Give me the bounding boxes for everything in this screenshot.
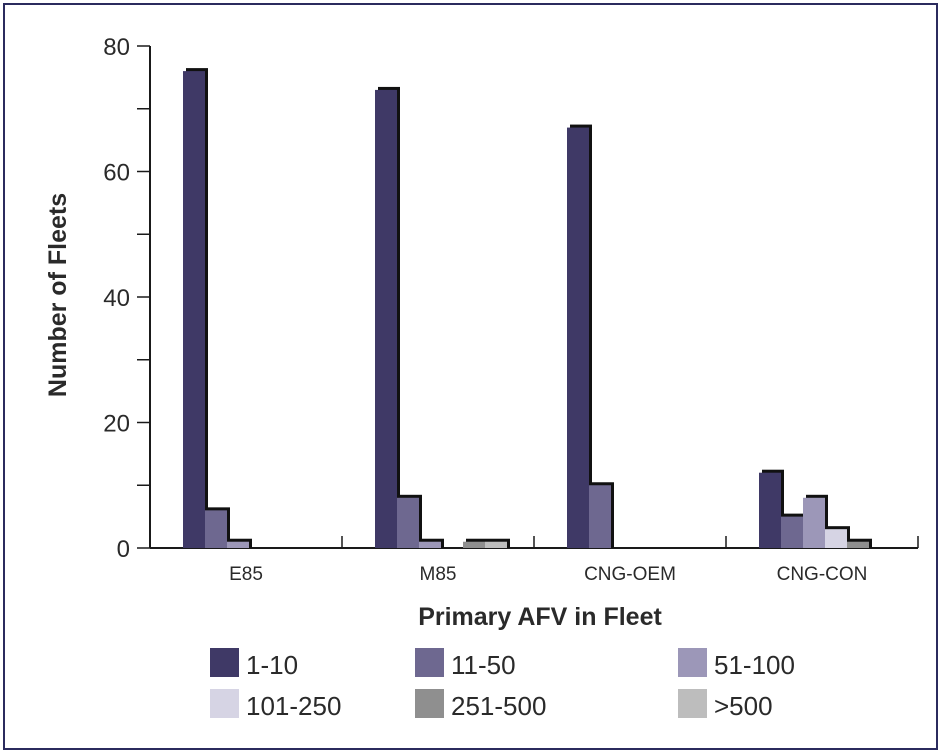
x-axis: E85 M85 CNG-OEM CNG-CON bbox=[150, 536, 919, 585]
category-label: CNG-OEM bbox=[584, 564, 676, 585]
bar bbox=[227, 541, 249, 548]
legend-swatch bbox=[415, 648, 444, 677]
legend: 1-10 11-50 51-100 101-250 251-500 >500 bbox=[210, 648, 795, 721]
legend-label: 11-50 bbox=[451, 650, 516, 680]
legend-label: 51-100 bbox=[714, 650, 795, 680]
legend-swatch bbox=[678, 648, 707, 677]
legend-swatch bbox=[678, 689, 707, 718]
bar bbox=[759, 472, 781, 548]
y-tick-label: 60 bbox=[103, 160, 130, 187]
y-tick-label: 20 bbox=[103, 411, 130, 438]
bar bbox=[825, 529, 847, 548]
x-axis-title: Primary AFV in Fleet bbox=[418, 603, 662, 631]
bar bbox=[375, 89, 397, 549]
legend-label: >500 bbox=[714, 691, 773, 721]
legend-swatch bbox=[415, 689, 444, 718]
bars bbox=[183, 68, 872, 549]
bar bbox=[485, 541, 507, 548]
legend-label: 101-250 bbox=[246, 691, 341, 721]
bar bbox=[847, 541, 869, 548]
y-axis-title: Number of Fleets bbox=[44, 193, 72, 397]
y-tick-label: 80 bbox=[103, 34, 130, 61]
legend-swatch bbox=[210, 648, 239, 677]
bar bbox=[397, 497, 419, 548]
y-tick-label: 0 bbox=[117, 536, 130, 563]
bar bbox=[463, 541, 485, 548]
bar bbox=[781, 516, 803, 548]
legend-label: 1-10 bbox=[246, 650, 298, 680]
category-label: E85 bbox=[229, 564, 263, 585]
bar bbox=[205, 510, 227, 548]
y-axis: 0 20 40 60 80 bbox=[103, 34, 151, 563]
category-label: CNG-CON bbox=[777, 564, 868, 585]
bar bbox=[183, 71, 205, 548]
legend-swatch bbox=[210, 689, 239, 718]
bar bbox=[589, 485, 611, 548]
legend-label: 251-500 bbox=[451, 691, 546, 721]
category-label: M85 bbox=[420, 564, 457, 585]
bar bbox=[803, 497, 825, 548]
bar bbox=[567, 127, 589, 548]
chart-frame bbox=[3, 3, 938, 750]
bar bbox=[419, 541, 441, 548]
y-tick-label: 40 bbox=[103, 285, 130, 312]
